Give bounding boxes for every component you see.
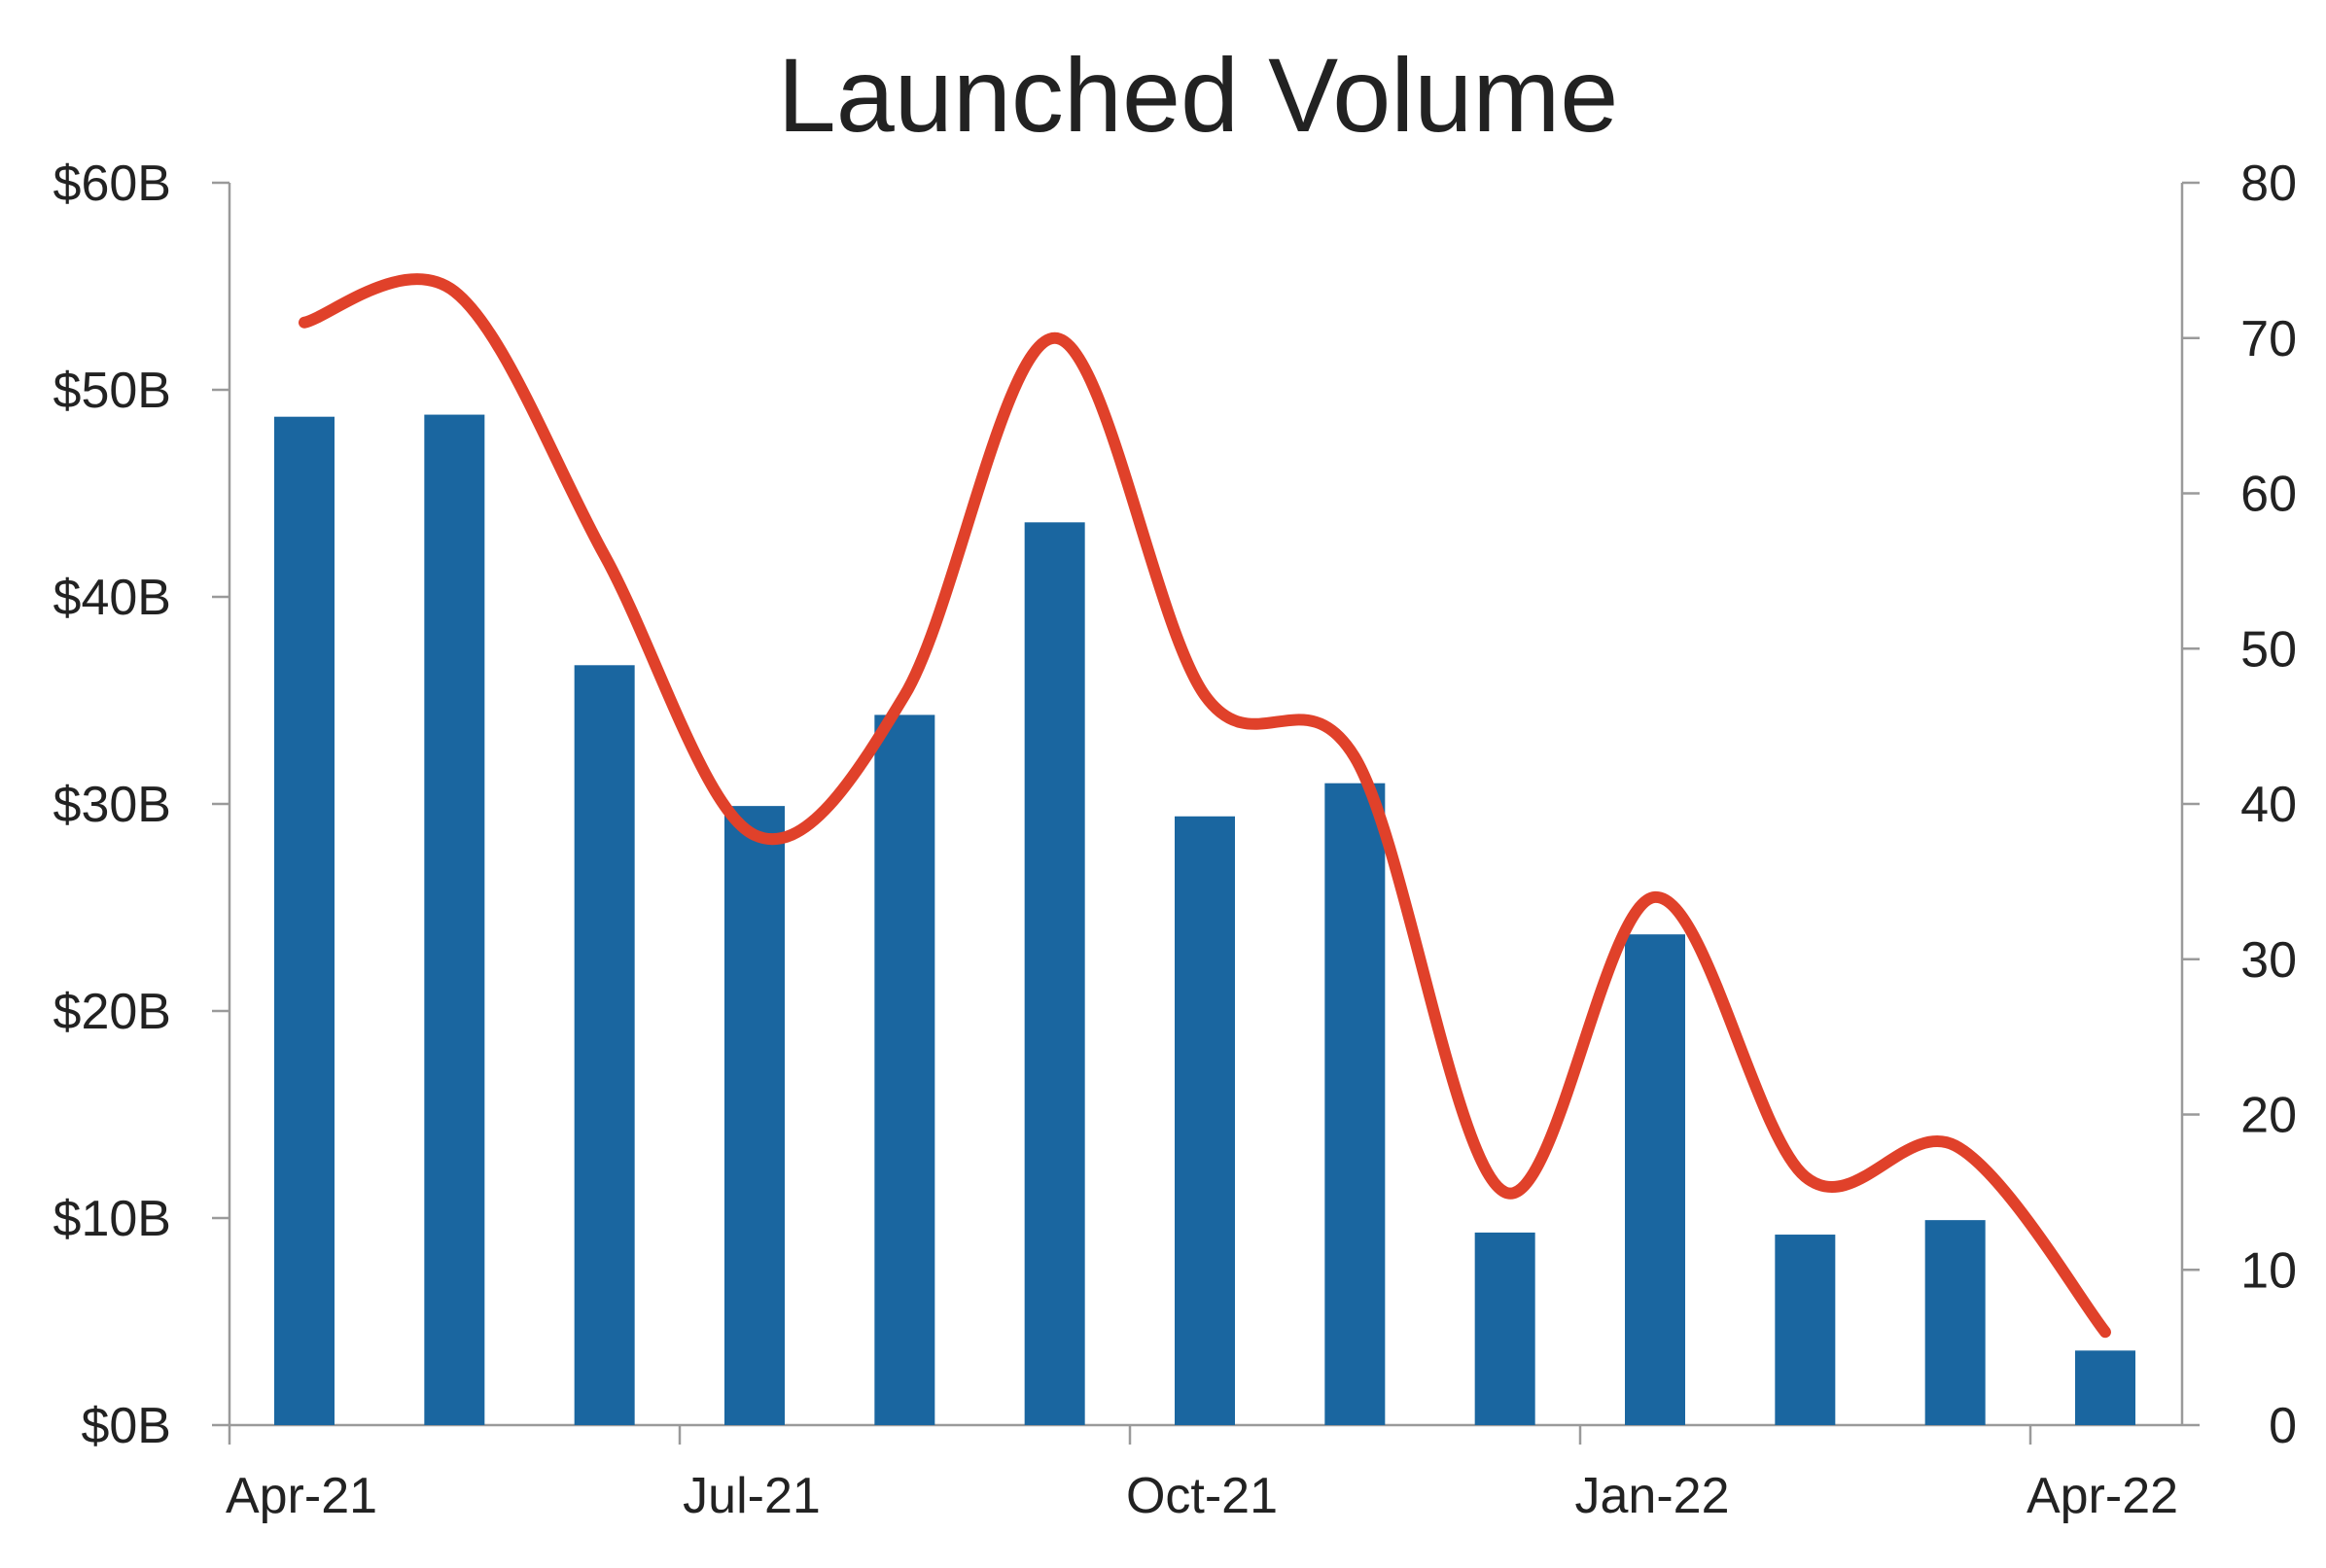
right-tick-label: 20 [2240,1088,2297,1144]
right-tick-label: 40 [2240,777,2297,833]
left-tick-label: $30B [53,777,171,833]
bar [2075,1350,2135,1425]
bar [424,414,485,1425]
left-tick-label: $10B [53,1191,171,1247]
bar [1175,816,1235,1425]
bar [1024,522,1085,1425]
line-path [299,273,2111,1339]
x-axis: Apr-21 Jul-21 Oct-21 Jan-22 Apr-22 [226,1423,2182,1524]
right-y-axis: 0 10 20 30 40 50 60 70 80 [2180,156,2297,1454]
chart-title: Launched Volume [778,36,1619,154]
x-tick-label: Apr-21 [226,1468,377,1524]
left-tick-label: $0B [81,1398,171,1454]
x-tick-label: Jul-21 [683,1468,821,1524]
left-tick-label: $20B [53,984,171,1040]
x-tick-label: Apr-22 [2026,1468,2178,1524]
right-tick-label: 80 [2240,156,2297,212]
left-tick-label: $60B [53,156,171,212]
x-tick-label: Jan-22 [1575,1468,1730,1524]
x-tick-label: Oct-21 [1126,1468,1278,1524]
left-y-axis: $0B $10B $20B $30B $40B $50B $60B [53,156,231,1454]
bar [574,665,635,1425]
right-tick-label: 10 [2240,1242,2297,1299]
line-series [299,273,2111,1339]
bar [1625,934,1685,1425]
bar [874,714,935,1425]
right-tick-label: 70 [2240,311,2297,367]
bar [1324,783,1386,1425]
right-tick-label: 60 [2240,467,2297,523]
bar [724,806,785,1425]
bar [1924,1220,1986,1425]
right-tick-label: 0 [2269,1398,2297,1454]
bar [1775,1235,1836,1425]
bar-series [274,414,2135,1426]
left-tick-label: $40B [53,570,171,626]
right-tick-label: 50 [2240,621,2297,678]
bar [274,416,335,1426]
right-tick-label: 30 [2240,932,2297,989]
bar [1474,1232,1535,1425]
left-tick-label: $50B [53,363,171,419]
